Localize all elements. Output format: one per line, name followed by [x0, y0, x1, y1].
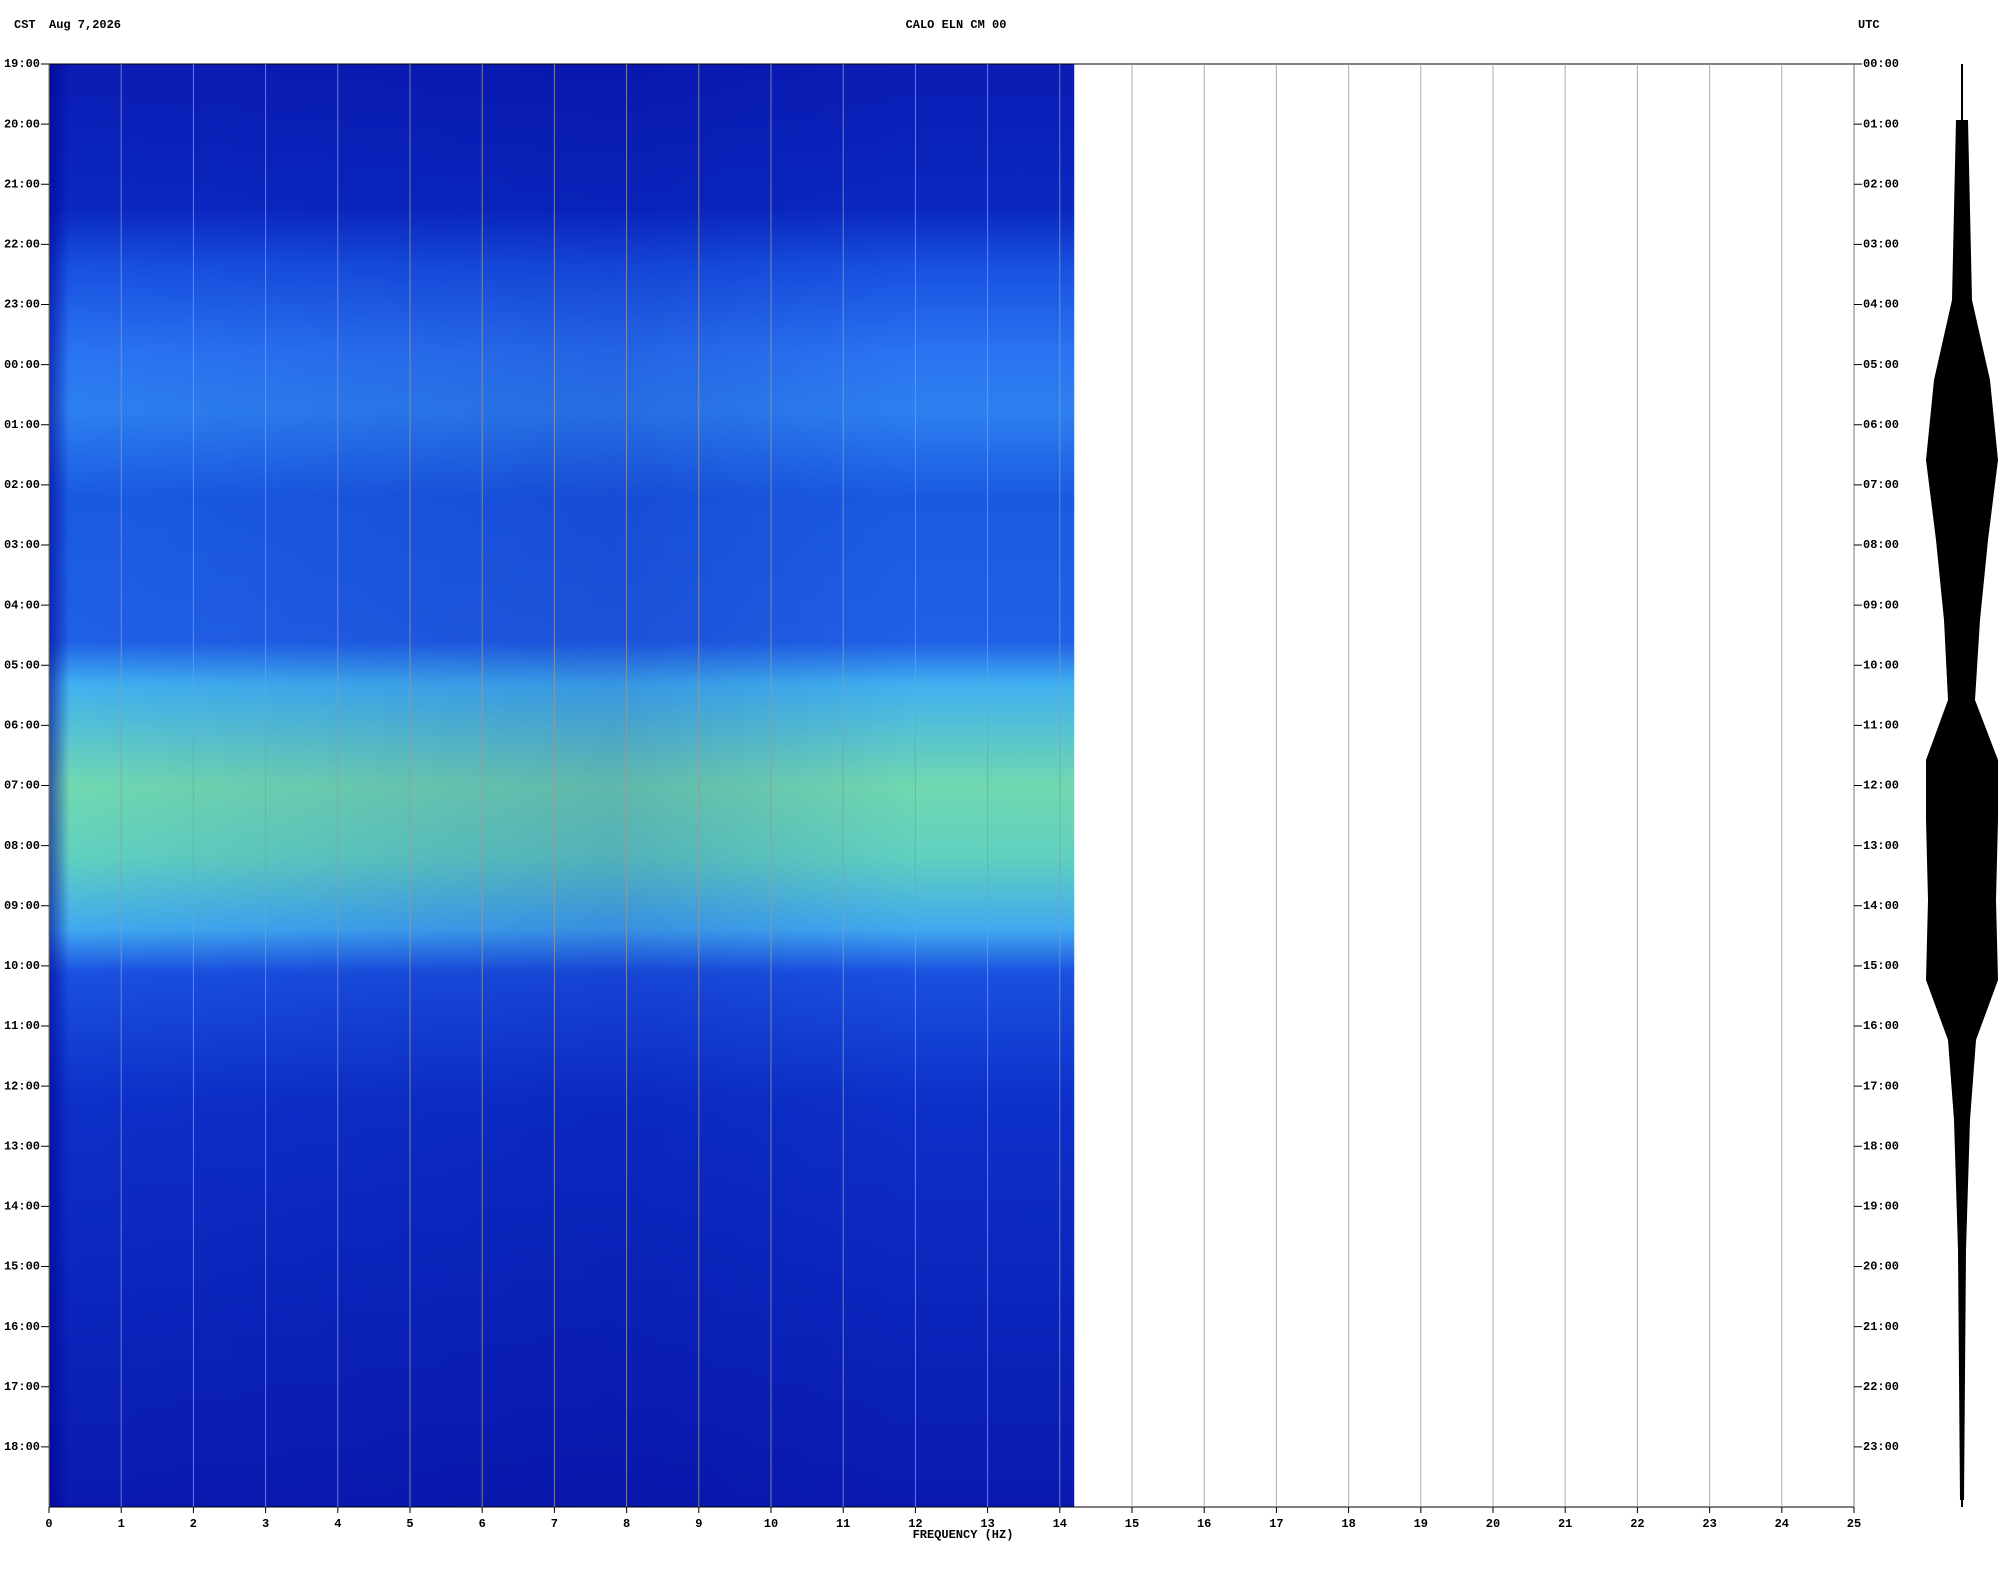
y-tick-label: 08:00	[4, 839, 40, 853]
x-tick-label: 6	[479, 1517, 486, 1531]
y2-tick-label: 20:00	[1863, 1260, 1899, 1274]
y-tick-label: 18:00	[4, 1440, 40, 1454]
x-tick-label: 11	[836, 1517, 850, 1531]
date: Aug 7,2026	[49, 18, 121, 32]
y-tick-label: 15:00	[4, 1260, 40, 1274]
x-tick-label: 10	[764, 1517, 778, 1531]
x-tick-label: 3	[262, 1517, 269, 1531]
right-zone: UTC	[1858, 18, 1880, 32]
y-tick-label: 02:00	[4, 478, 40, 492]
y2-tick-label: 08:00	[1863, 538, 1899, 552]
y-tick-label: 00:00	[4, 358, 40, 372]
y2-tick-label: 12:00	[1863, 779, 1899, 793]
y-tick-label: 03:00	[4, 538, 40, 552]
y-tick-label: 19:00	[4, 57, 40, 71]
y-tick-label: 06:00	[4, 719, 40, 733]
y-tick-label: 22:00	[4, 238, 40, 252]
y2-tick-label: 07:00	[1863, 478, 1899, 492]
y-tick-label: 09:00	[4, 899, 40, 913]
x-tick-label: 7	[551, 1517, 558, 1531]
x-tick-label: 8	[623, 1517, 630, 1531]
y2-tick-label: 18:00	[1863, 1139, 1899, 1153]
x-tick-label: 14	[1053, 1517, 1067, 1531]
y2-tick-label: 17:00	[1863, 1079, 1899, 1093]
y2-tick-label: 02:00	[1863, 177, 1899, 191]
y-tick-label: 14:00	[4, 1200, 40, 1214]
y2-tick-label: 19:00	[1863, 1200, 1899, 1214]
y-tick-label: 01:00	[4, 418, 40, 432]
y-tick-label: 12:00	[4, 1079, 40, 1093]
y2-tick-label: 04:00	[1863, 298, 1899, 312]
y2-tick-label: 11:00	[1863, 719, 1899, 733]
y-tick-label: 17:00	[4, 1380, 40, 1394]
x-tick-label: 19	[1414, 1517, 1428, 1531]
x-tick-label: 21	[1558, 1517, 1572, 1531]
y-tick-label: 05:00	[4, 658, 40, 672]
x-tick-label: 22	[1630, 1517, 1644, 1531]
y2-tick-label: 21:00	[1863, 1320, 1899, 1334]
y2-tick-label: 00:00	[1863, 57, 1899, 71]
y-tick-label: 13:00	[4, 1139, 40, 1153]
y2-tick-label: 22:00	[1863, 1380, 1899, 1394]
x-tick-label: 0	[45, 1517, 52, 1531]
y2-tick-label: 13:00	[1863, 839, 1899, 853]
spectrogram-shade	[49, 64, 1075, 1507]
y-tick-label: 07:00	[4, 779, 40, 793]
x-tick-label: 23	[1702, 1517, 1716, 1531]
y2-tick-label: 10:00	[1863, 658, 1899, 672]
x-tick-label: 5	[406, 1517, 413, 1531]
x-tick-label: 20	[1486, 1517, 1500, 1531]
y-tick-label: 10:00	[4, 959, 40, 973]
x-tick-label: 2	[190, 1517, 197, 1531]
x-axis-label: FREQUENCY (HZ)	[913, 1528, 1014, 1542]
x-tick-label: 4	[334, 1517, 341, 1531]
y-tick-label: 21:00	[4, 177, 40, 191]
y-tick-label: 11:00	[4, 1019, 40, 1033]
seismogram	[1926, 64, 1998, 1507]
x-tick-label: 25	[1847, 1517, 1861, 1531]
x-tick-label: 18	[1341, 1517, 1355, 1531]
left-zone: CST	[14, 18, 36, 32]
y2-tick-label: 16:00	[1863, 1019, 1899, 1033]
x-tick-label: 13	[980, 1517, 994, 1531]
y-tick-label: 04:00	[4, 598, 40, 612]
y2-tick-label: 05:00	[1863, 358, 1899, 372]
y2-tick-label: 15:00	[1863, 959, 1899, 973]
x-tick-label: 9	[695, 1517, 702, 1531]
y-tick-label: 20:00	[4, 117, 40, 131]
y-tick-label: 23:00	[4, 298, 40, 312]
y-tick-label: 16:00	[4, 1320, 40, 1334]
y2-tick-label: 03:00	[1863, 238, 1899, 252]
y2-tick-label: 23:00	[1863, 1440, 1899, 1454]
chart-title: CALO ELN CM 00	[906, 18, 1007, 32]
x-tick-label: 12	[908, 1517, 922, 1531]
x-tick-label: 24	[1775, 1517, 1789, 1531]
x-tick-label: 17	[1269, 1517, 1283, 1531]
y2-tick-label: 14:00	[1863, 899, 1899, 913]
y2-tick-label: 01:00	[1863, 117, 1899, 131]
y2-tick-label: 06:00	[1863, 418, 1899, 432]
x-tick-label: 1	[118, 1517, 125, 1531]
x-tick-label: 15	[1125, 1517, 1139, 1531]
y2-tick-label: 09:00	[1863, 598, 1899, 612]
x-tick-label: 16	[1197, 1517, 1211, 1531]
